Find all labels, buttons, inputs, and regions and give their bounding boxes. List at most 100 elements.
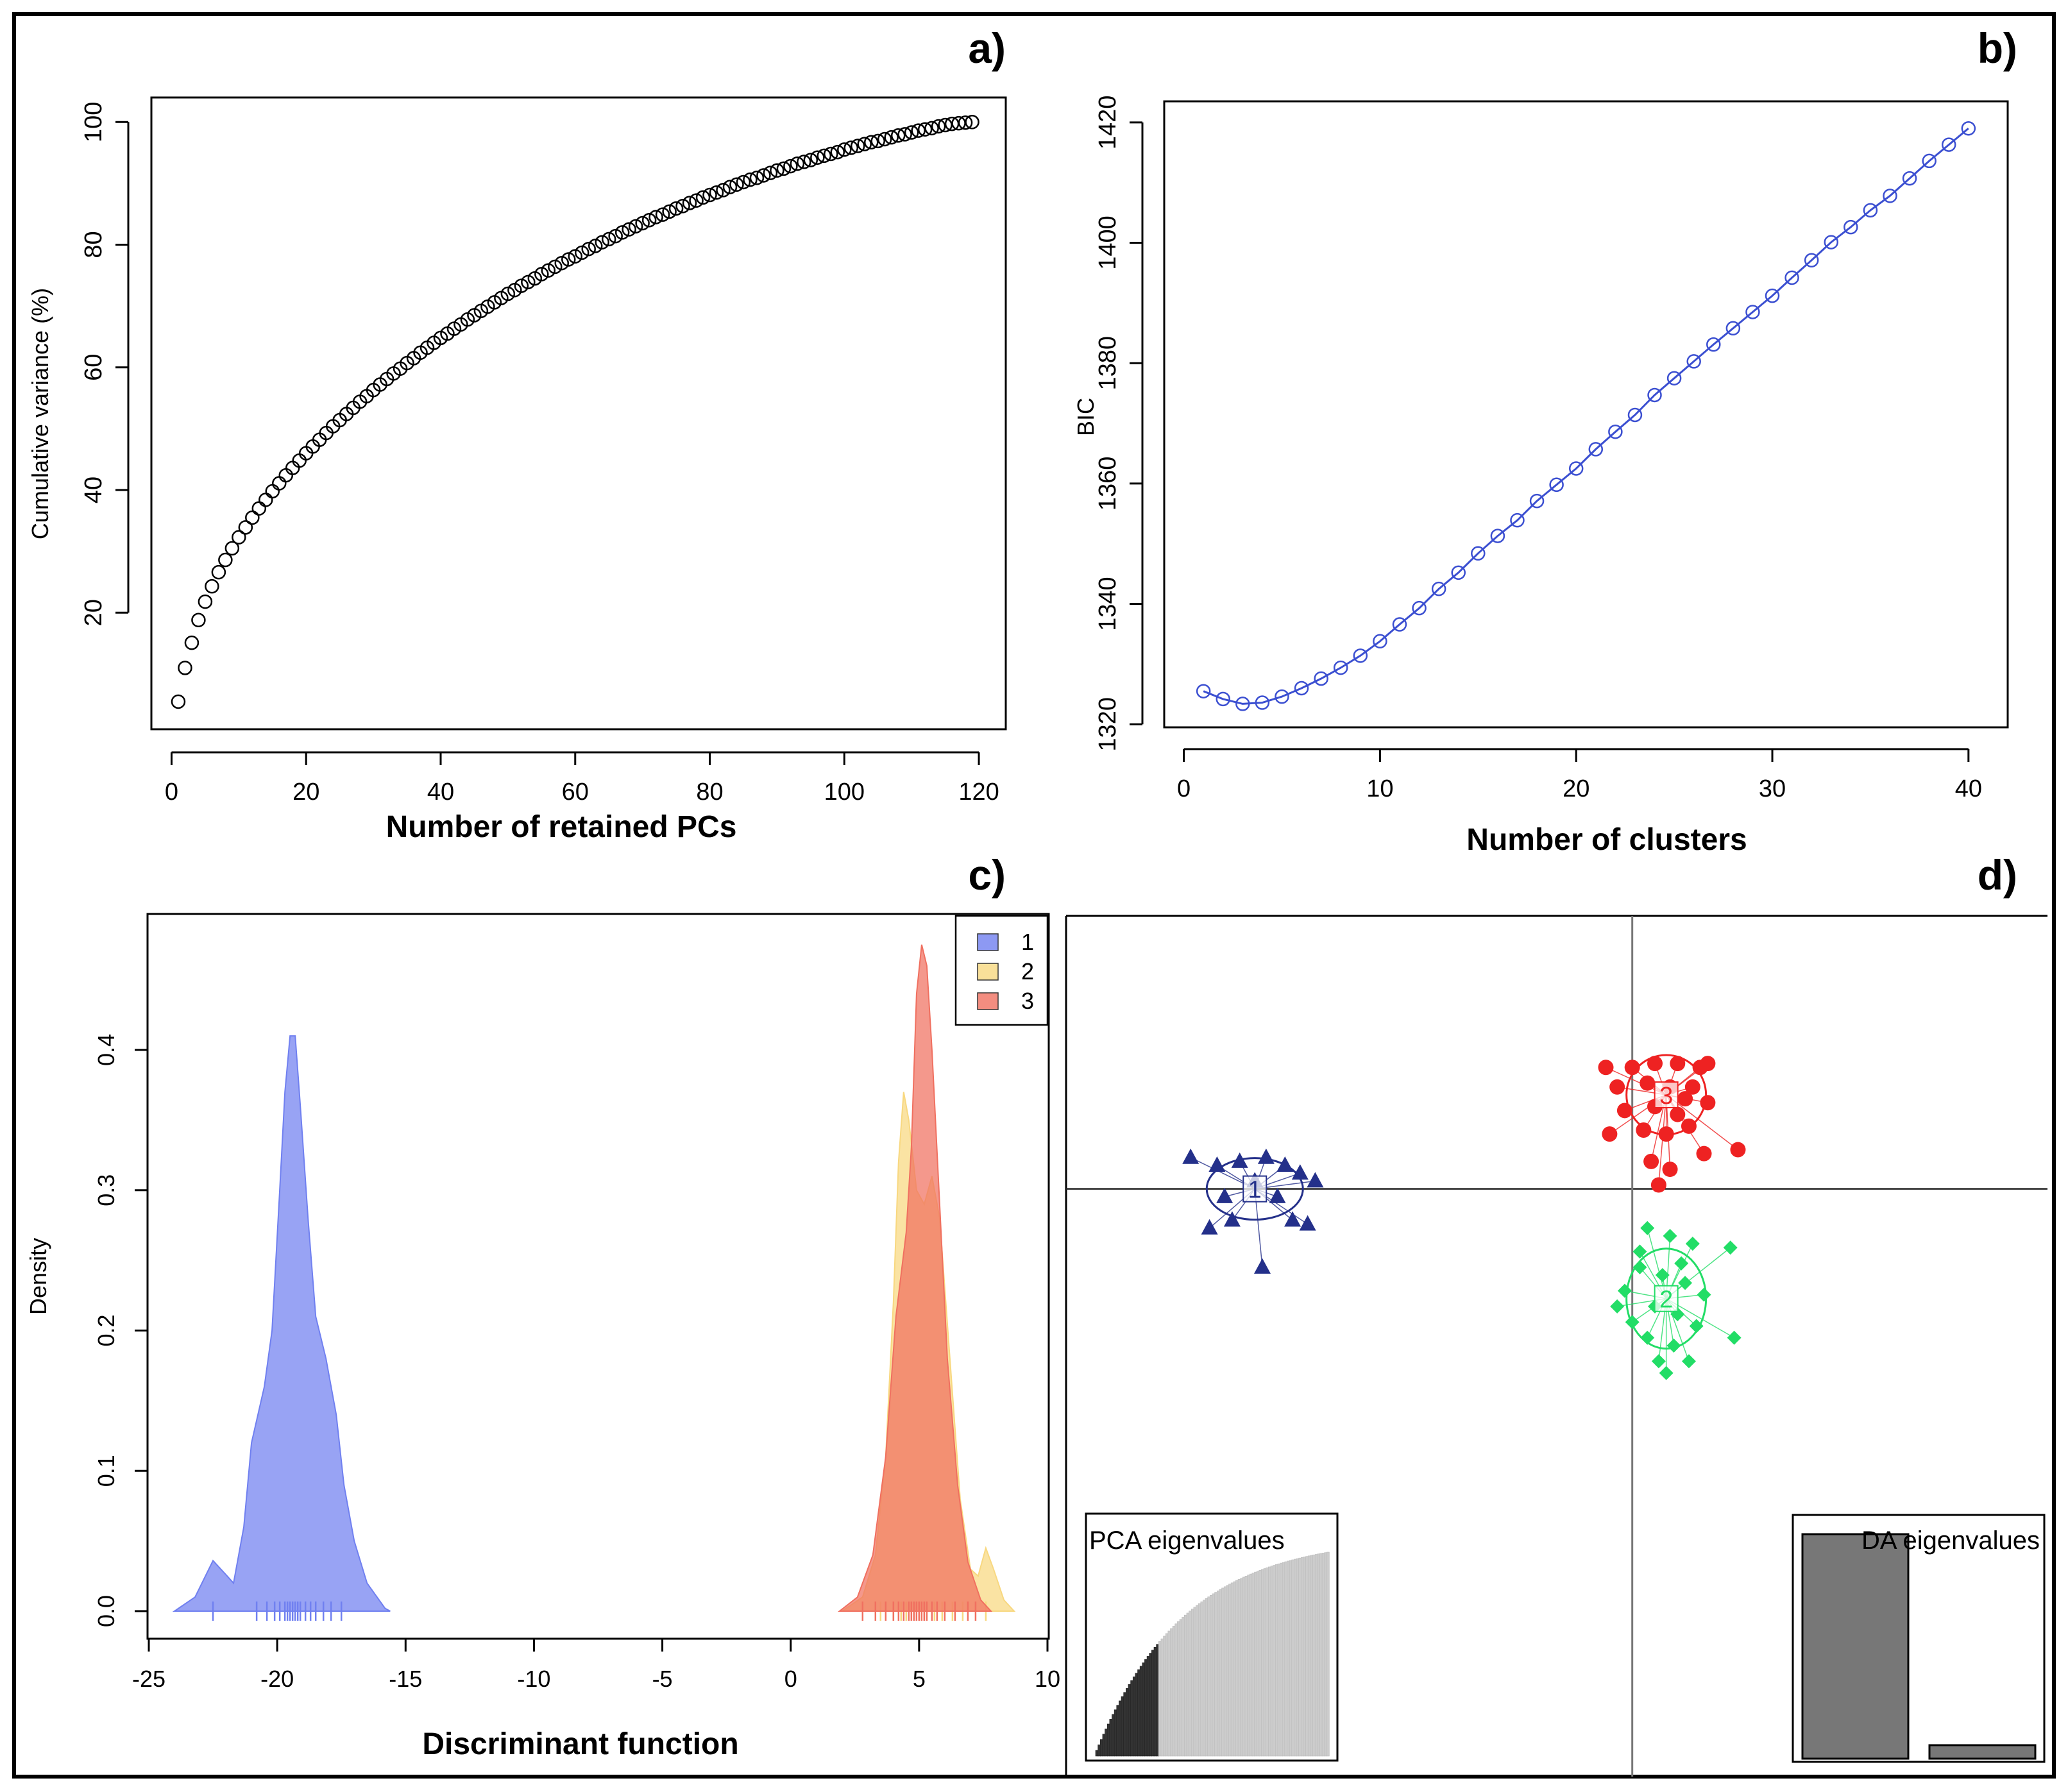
chart-a-point: [574, 245, 589, 260]
chart-a-point: [635, 216, 650, 231]
chart-c-legend-swatch-3: [977, 992, 999, 1010]
chart-d-point-2: [1640, 1221, 1655, 1235]
chart-d-point-3: [1670, 1056, 1686, 1072]
chart-b-point: [1804, 253, 1819, 268]
chart-b-point: [1883, 189, 1897, 203]
chart-a-point: [608, 228, 623, 244]
chart-d-point-2: [1659, 1365, 1674, 1380]
chart-d-point-2: [1697, 1287, 1711, 1302]
chart-b-point: [1333, 660, 1348, 675]
chart-d-point-2: [1681, 1354, 1696, 1369]
chart-b-point: [1765, 288, 1780, 303]
chart-b-point: [1686, 354, 1701, 369]
chart-d-point-1: [1201, 1219, 1218, 1235]
chart-a-point: [554, 255, 570, 271]
chart-a-point: [857, 137, 872, 151]
chart-d-point-3: [1670, 1106, 1686, 1122]
chart-d: 1 2 3 PCA eigenvalues DA eigenvalues: [1065, 915, 2047, 1777]
chart-a-point: [877, 131, 892, 147]
chart-a-plot-box: [150, 96, 1007, 731]
chart-a-point: [938, 117, 953, 133]
chart-a-point: [641, 213, 657, 228]
chart-a-ytick-label: 20: [80, 599, 107, 626]
chart-a-point: [851, 139, 865, 153]
chart-a-point: [890, 128, 906, 143]
chart-d-point-3: [1700, 1056, 1716, 1072]
chart-b-point: [1471, 546, 1486, 561]
chart-a-point: [682, 196, 697, 210]
chart-d-point-2: [1655, 1268, 1670, 1283]
chart-d-point-1: [1269, 1187, 1286, 1203]
chart-b-ytick-label: 1340: [1094, 577, 1121, 631]
chart-d-point-3: [1730, 1142, 1746, 1158]
chart-a-point: [614, 225, 630, 240]
chart-b-point: [1392, 617, 1407, 632]
chart-a-point: [830, 144, 845, 160]
inset-da-bar: [1801, 1533, 1910, 1760]
chart-d-cluster-label-box-3: [1654, 1081, 1679, 1109]
chart-a-xtick-label: 120: [958, 779, 999, 806]
chart-a-xtick-label: 80: [696, 779, 723, 806]
chart-b-series-line: [1203, 128, 1969, 705]
chart-b-point: [1784, 270, 1799, 285]
chart-c-xtick-label: 10: [1035, 1666, 1060, 1692]
chart-a-point: [924, 121, 939, 136]
chart-b-point: [1412, 600, 1427, 616]
chart-a-xtick-label: 100: [824, 779, 865, 806]
chart-b-point: [1529, 493, 1545, 509]
chart-a-xtick-label: 60: [562, 779, 589, 806]
chart-a-ylabel: Cumulative variance (%): [27, 288, 53, 539]
chart-d-point-1: [1291, 1164, 1309, 1180]
chart-a-point: [709, 185, 724, 200]
chart-d-cluster-label-1: 1: [1248, 1177, 1262, 1204]
chart-c-legend-label-1: 1: [1021, 929, 1034, 955]
chart-c-density-3: [837, 944, 993, 1612]
chart-a-point: [917, 122, 933, 137]
chart-a-ytick-label: 100: [80, 102, 107, 142]
chart-d-point-2: [1678, 1276, 1693, 1290]
chart-d-point-1: [1307, 1172, 1324, 1188]
inset-pca-bar: [1326, 1551, 1330, 1757]
chart-c-ytick-label: 0.0: [93, 1595, 119, 1627]
chart-d-point-3: [1602, 1126, 1618, 1142]
chart-d-cluster-label-2: 2: [1659, 1287, 1673, 1314]
chart-a-point: [588, 239, 603, 253]
panel-label-c: c): [968, 851, 1006, 899]
chart-a-point: [198, 594, 213, 609]
chart-a-point: [824, 146, 838, 162]
chart-a-point: [628, 219, 643, 234]
inset-da: DA eigenvalues: [1792, 1514, 2046, 1763]
chart-b-point: [1235, 697, 1250, 711]
chart-c-legend-box: [954, 915, 1049, 1026]
chart-a-xtick-label: 20: [292, 779, 319, 806]
chart-a-point: [595, 235, 609, 249]
chart-a-point: [904, 125, 919, 140]
chart-b-point: [1568, 461, 1584, 476]
chart-b-point: [1863, 203, 1878, 218]
chart-d-point-2: [1651, 1354, 1666, 1369]
chart-a-point: [722, 180, 738, 194]
chart-c-legend-label-2: 2: [1021, 958, 1034, 985]
chart-b-point: [1588, 442, 1604, 457]
chart-b-xlabel: Number of clusters: [1466, 823, 1747, 857]
panel-label-a: a): [968, 24, 1006, 72]
chart-c-legend-swatch-2: [977, 963, 999, 981]
chart-a-point: [500, 286, 516, 301]
chart-a-point: [245, 510, 260, 525]
chart-d-point-3: [1662, 1162, 1678, 1178]
chart-b-point: [1647, 387, 1662, 403]
chart-a-point: [870, 133, 885, 149]
chart-a-point: [749, 171, 765, 185]
chart-a-point: [736, 174, 751, 190]
chart-b-point: [1666, 371, 1682, 385]
panel-label-d: d): [1978, 851, 2017, 899]
chart-a-point: [655, 207, 670, 222]
chart-d-point-2: [1663, 1228, 1677, 1243]
chart-a-point: [205, 579, 219, 594]
chart-a-ytick-label: 40: [80, 477, 107, 503]
chart-a-point: [232, 530, 246, 545]
chart-b-point: [1490, 528, 1505, 543]
chart-a-point: [514, 278, 529, 293]
chart-a-point: [521, 275, 536, 290]
chart-a-point: [884, 130, 899, 145]
